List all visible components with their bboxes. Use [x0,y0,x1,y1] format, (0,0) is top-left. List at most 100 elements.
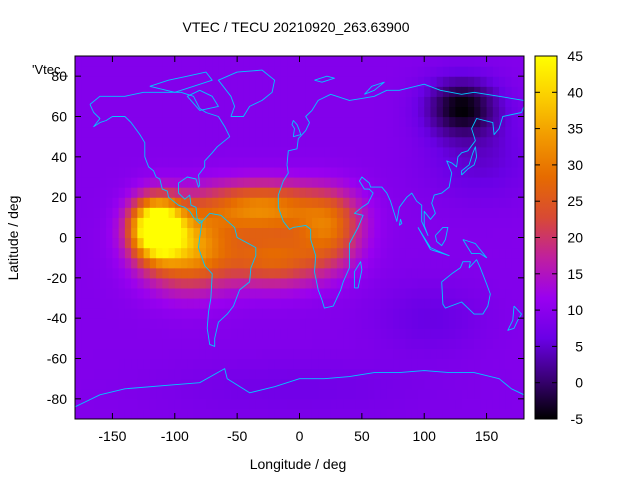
heatmap-cell [405,247,413,259]
heatmap-cell [199,368,207,380]
heatmap-cell [330,398,338,410]
heatmap-cell [492,207,500,218]
heatmap-cell [467,76,475,87]
heatmap-cell [293,177,301,188]
heatmap-cell [361,267,369,279]
heatmap-cell [181,348,188,360]
x-tick-label: 150 [475,428,499,444]
heatmap-cell [461,197,469,208]
heatmap-cell [492,106,500,118]
heatmap-cell [299,237,307,249]
heatmap-cell [118,166,126,178]
heatmap-cell [393,338,400,350]
heatmap-cell [399,378,407,390]
heatmap-cell [149,166,157,178]
heatmap-cell [293,338,301,350]
heatmap-cell [75,388,82,400]
heatmap-cell [124,277,132,289]
heatmap-cell [442,166,450,178]
heatmap-cell [162,358,170,370]
heatmap-cell [106,388,114,400]
heatmap-cell [218,66,226,77]
heatmap-cell [455,66,463,77]
heatmap-cell [131,328,138,339]
heatmap-cell [143,227,151,239]
heatmap-cell [411,237,419,249]
heatmap-cell [293,156,301,168]
heatmap-cell [293,277,301,289]
heatmap-cell [330,277,338,289]
heatmap-cell [386,166,394,178]
heatmap-cell [492,277,500,289]
heatmap-cell [112,328,120,339]
heatmap-cell [399,348,407,360]
heatmap-cell [505,328,513,339]
heatmap-cell [81,237,89,249]
heatmap-cell [75,287,82,299]
heatmap-cell [405,197,413,208]
heatmap-cell [436,348,444,360]
heatmap-cell [199,146,207,158]
heatmap-cell [461,177,469,188]
heatmap-cell [386,136,394,148]
heatmap-cell [492,388,500,400]
heatmap-cell [318,318,326,329]
heatmap-cell [224,358,232,370]
heatmap-cell [124,56,132,67]
heatmap-cell [212,217,220,229]
heatmap-cell [99,368,107,380]
heatmap-cell [442,156,450,168]
heatmap-cell [499,207,506,218]
heatmap-cell [293,96,301,108]
heatmap-cell [455,287,463,299]
heatmap-cell [361,388,369,400]
heatmap-cell [480,136,488,148]
heatmap-cell [417,287,425,299]
heatmap-cell [474,358,481,370]
heatmap-cell [480,398,488,410]
heatmap-cell [386,287,394,299]
heatmap-cell [368,146,375,158]
heatmap-cell [411,257,419,269]
heatmap-cell [399,66,407,77]
heatmap-cell [499,66,506,77]
heatmap-cell [311,86,319,97]
heatmap-cell [156,378,163,390]
heatmap-cell [287,126,294,138]
heatmap-cell [212,237,220,249]
heatmap-cell [349,197,357,208]
heatmap-cell [311,76,319,87]
coastline-eurasia-africa [277,83,524,309]
heatmap-cell [330,318,338,329]
heatmap-cell [380,227,388,239]
heatmap-cell [81,56,89,67]
heatmap-cell [386,378,394,390]
heatmap-cell [417,187,425,198]
heatmap-cell [411,368,419,380]
heatmap-cell [430,267,438,279]
heatmap-cell [187,76,195,87]
coastline-uk [291,120,302,138]
heatmap-cell [193,257,201,269]
heatmap-cell [349,96,357,108]
heatmap-cell [224,207,232,218]
heatmap-cell [87,56,95,67]
heatmap-cell [243,358,251,370]
heatmap-cell [274,378,282,390]
heatmap-cell [262,136,269,148]
heatmap-cell [336,237,344,249]
heatmap-cell [243,328,251,339]
heatmap-cell [149,398,157,410]
heatmap-cell [505,166,513,178]
heatmap-cell [442,106,450,118]
heatmap-cell [162,56,170,67]
heatmap-cell [280,156,288,168]
heatmap-cell [486,348,494,360]
heatmap-cell [137,348,145,360]
heatmap-cell [474,187,481,198]
heatmap-cell [511,217,519,229]
heatmap-cell [405,398,413,410]
heatmap-cell [474,338,481,350]
heatmap-cell [162,207,170,218]
heatmap-cell [118,76,126,87]
